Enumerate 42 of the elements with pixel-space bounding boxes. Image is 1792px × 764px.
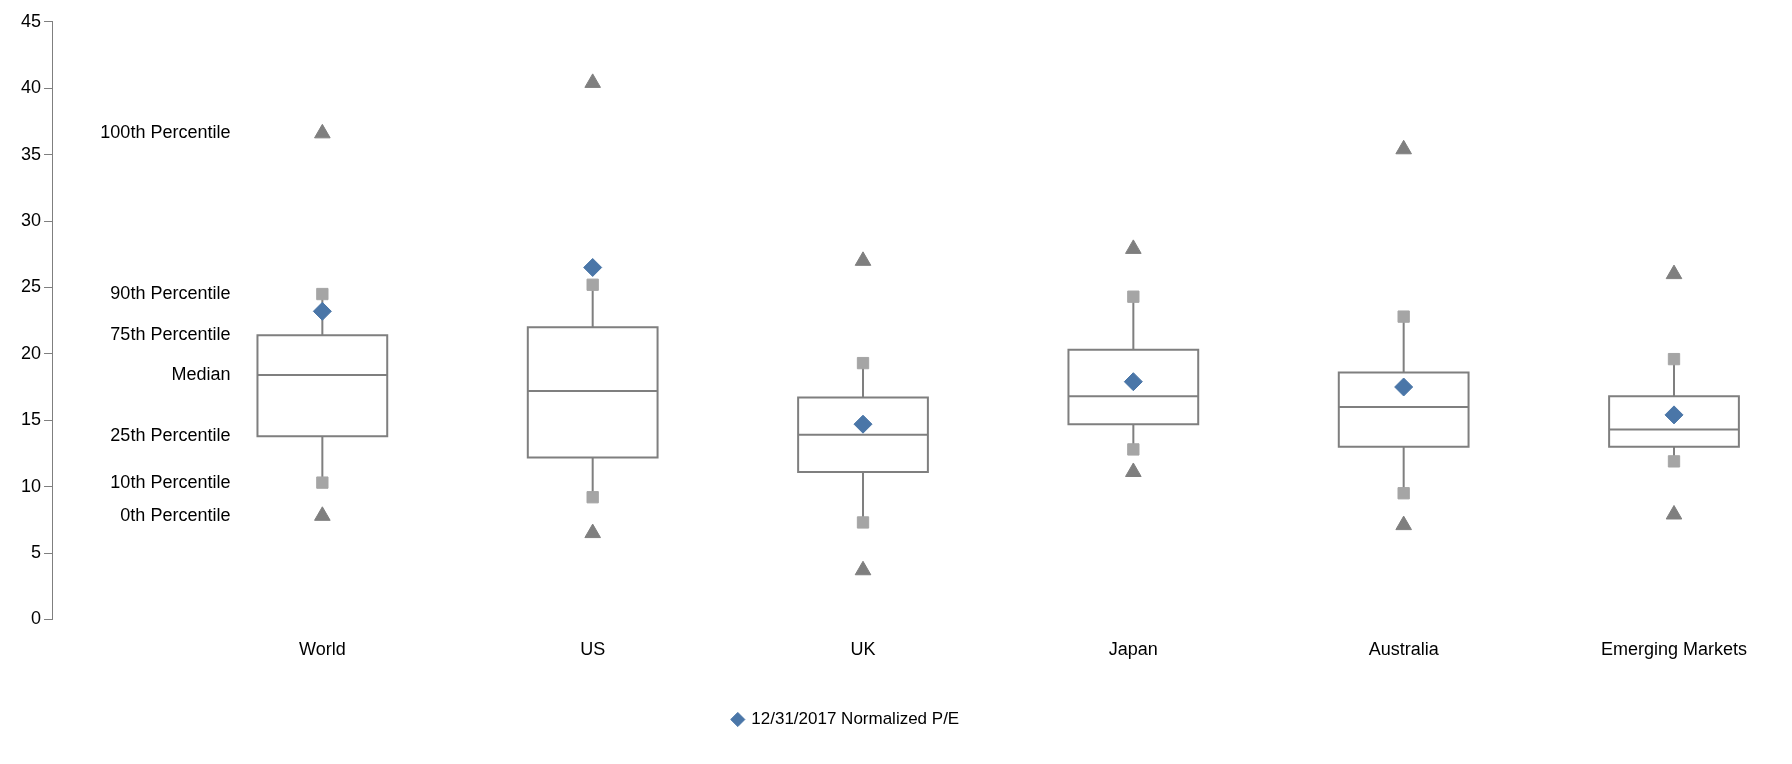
point xyxy=(856,356,870,370)
point xyxy=(1667,352,1681,366)
y-tick-label: 10 xyxy=(20,475,42,496)
y-tick-label: 25 xyxy=(20,276,42,297)
point xyxy=(1394,377,1414,397)
point xyxy=(1397,487,1410,500)
point xyxy=(1123,372,1143,392)
x-tick-label: Australia xyxy=(1368,639,1440,660)
y-tick-label: 0 xyxy=(31,608,42,629)
annotation: 25th Percentile xyxy=(110,425,231,446)
annotation: 100th Percentile xyxy=(100,122,231,143)
y-tick-label: 45 xyxy=(20,10,42,31)
annotation: 90th Percentile xyxy=(110,283,231,304)
point xyxy=(1397,310,1410,323)
x-tick-label: Japan xyxy=(1108,639,1158,660)
y-tick-label: 40 xyxy=(20,77,42,98)
point xyxy=(856,516,870,529)
y-tick-label: 35 xyxy=(20,143,42,164)
annotation: Median xyxy=(171,364,231,385)
point xyxy=(1127,290,1140,303)
point xyxy=(583,257,603,277)
annotation: 75th Percentile xyxy=(110,324,231,345)
point xyxy=(586,491,599,504)
point xyxy=(1664,405,1684,425)
x-tick-label: World xyxy=(299,639,346,660)
point xyxy=(853,414,873,434)
x-tick-label: UK xyxy=(850,639,876,660)
x-tick-label: US xyxy=(580,639,606,660)
legend-label: 12/31/2017 Normalized P/E xyxy=(751,709,960,729)
y-tick-label: 30 xyxy=(20,209,42,230)
y-tick-label: 15 xyxy=(20,409,42,430)
point xyxy=(316,287,329,301)
y-tick-label: 20 xyxy=(20,342,42,363)
x-tick-label: Emerging Markets xyxy=(1600,639,1748,660)
annotation: 10th Percentile xyxy=(110,471,231,492)
point xyxy=(312,301,332,321)
point xyxy=(1667,455,1681,468)
point xyxy=(586,278,599,291)
y-tick-label: 5 xyxy=(31,541,42,562)
point xyxy=(316,476,329,489)
point xyxy=(1127,443,1140,456)
annotation: 0th Percentile xyxy=(120,504,231,525)
